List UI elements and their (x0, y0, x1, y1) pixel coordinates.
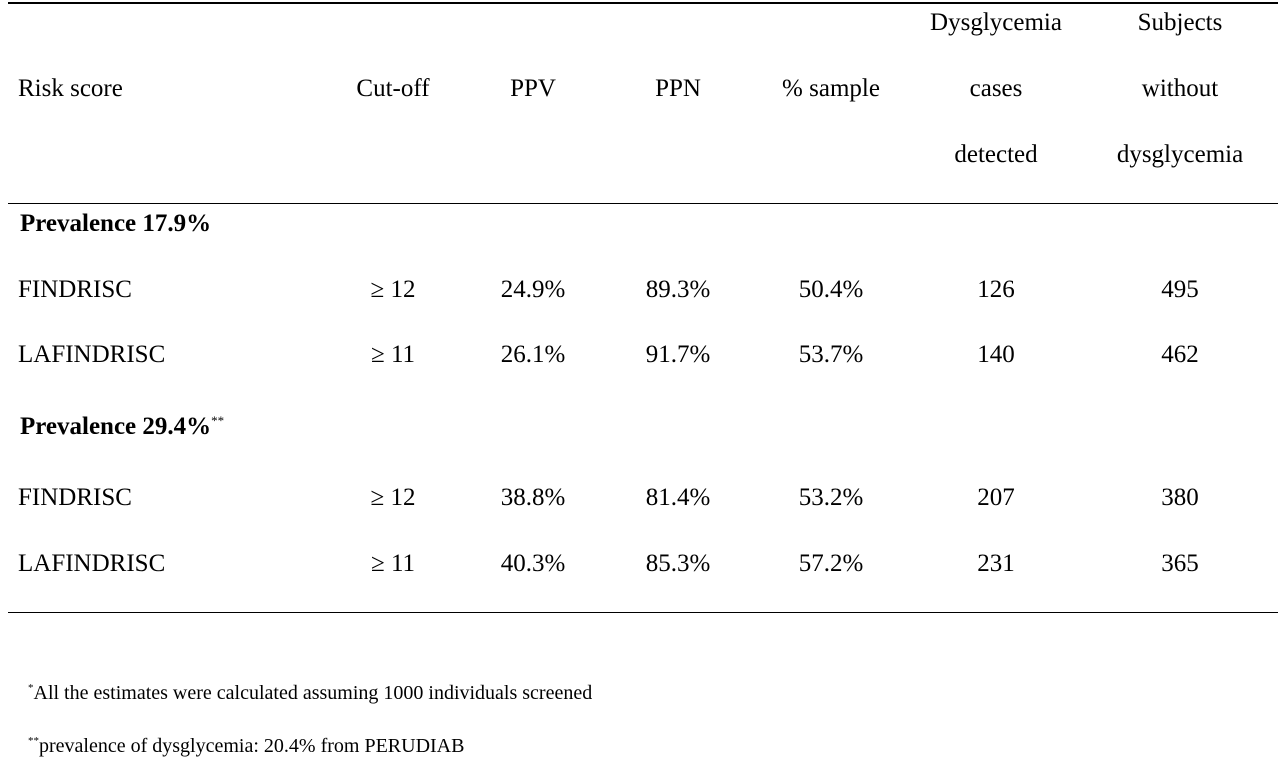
row-cases: 140 (977, 341, 1015, 368)
table-bottom-rule (8, 612, 1278, 613)
row-ppv: 38.8% (500, 484, 566, 511)
row-ppv: 40.3% (500, 550, 566, 577)
row-cutoff: ≥ 11 (370, 341, 416, 368)
header-cutoff: Cut-off (356, 75, 430, 102)
section-title: Prevalence 29.4%** (20, 413, 225, 440)
footnote: **prevalence of dysglycemia: 20.4% from … (28, 735, 465, 757)
row-cases: 126 (977, 276, 1015, 303)
row-score: FINDRISC (18, 276, 132, 303)
row-ppn: 89.3% (645, 276, 711, 303)
header-subjects-line3: dysglycemia (1116, 141, 1244, 168)
row-subjects: 495 (1161, 276, 1199, 303)
row-subjects: 462 (1161, 341, 1199, 368)
header-cases-line3: detected (954, 141, 1038, 168)
row-score: LAFINDRISC (18, 341, 166, 368)
row-sample: 53.7% (798, 341, 864, 368)
row-ppv: 24.9% (500, 276, 566, 303)
row-sample: 53.2% (798, 484, 864, 511)
row-subjects: 380 (1161, 484, 1199, 511)
row-cases: 231 (977, 550, 1015, 577)
row-sample: 50.4% (798, 276, 864, 303)
row-subjects: 365 (1161, 550, 1199, 577)
header-subjects-line2: without (1141, 75, 1219, 102)
row-ppn: 85.3% (645, 550, 711, 577)
section-title: Prevalence 17.9% (20, 210, 212, 237)
row-ppv: 26.1% (500, 341, 566, 368)
row-score: LAFINDRISC (18, 550, 166, 577)
row-score: FINDRISC (18, 484, 132, 511)
header-bottom-rule (8, 203, 1278, 204)
header-risk-score: Risk score (18, 75, 123, 102)
header-cases-line2: cases (969, 75, 1023, 102)
row-cases: 207 (977, 484, 1015, 511)
table-top-rule (8, 2, 1278, 4)
row-cutoff: ≥ 12 (370, 484, 416, 511)
row-ppn: 91.7% (645, 341, 711, 368)
header-cases-line1: Dysglycemia (930, 9, 1062, 36)
header-ppv: PPV (510, 75, 556, 102)
header-subjects-line1: Subjects (1137, 9, 1223, 36)
row-cutoff: ≥ 12 (370, 276, 416, 303)
row-sample: 57.2% (798, 550, 864, 577)
row-ppn: 81.4% (645, 484, 711, 511)
footnote: *All the estimates were calculated assum… (28, 682, 593, 704)
row-cutoff: ≥ 11 (370, 550, 416, 577)
header-ppn: PPN (655, 75, 701, 102)
header-sample: % sample (782, 75, 880, 102)
